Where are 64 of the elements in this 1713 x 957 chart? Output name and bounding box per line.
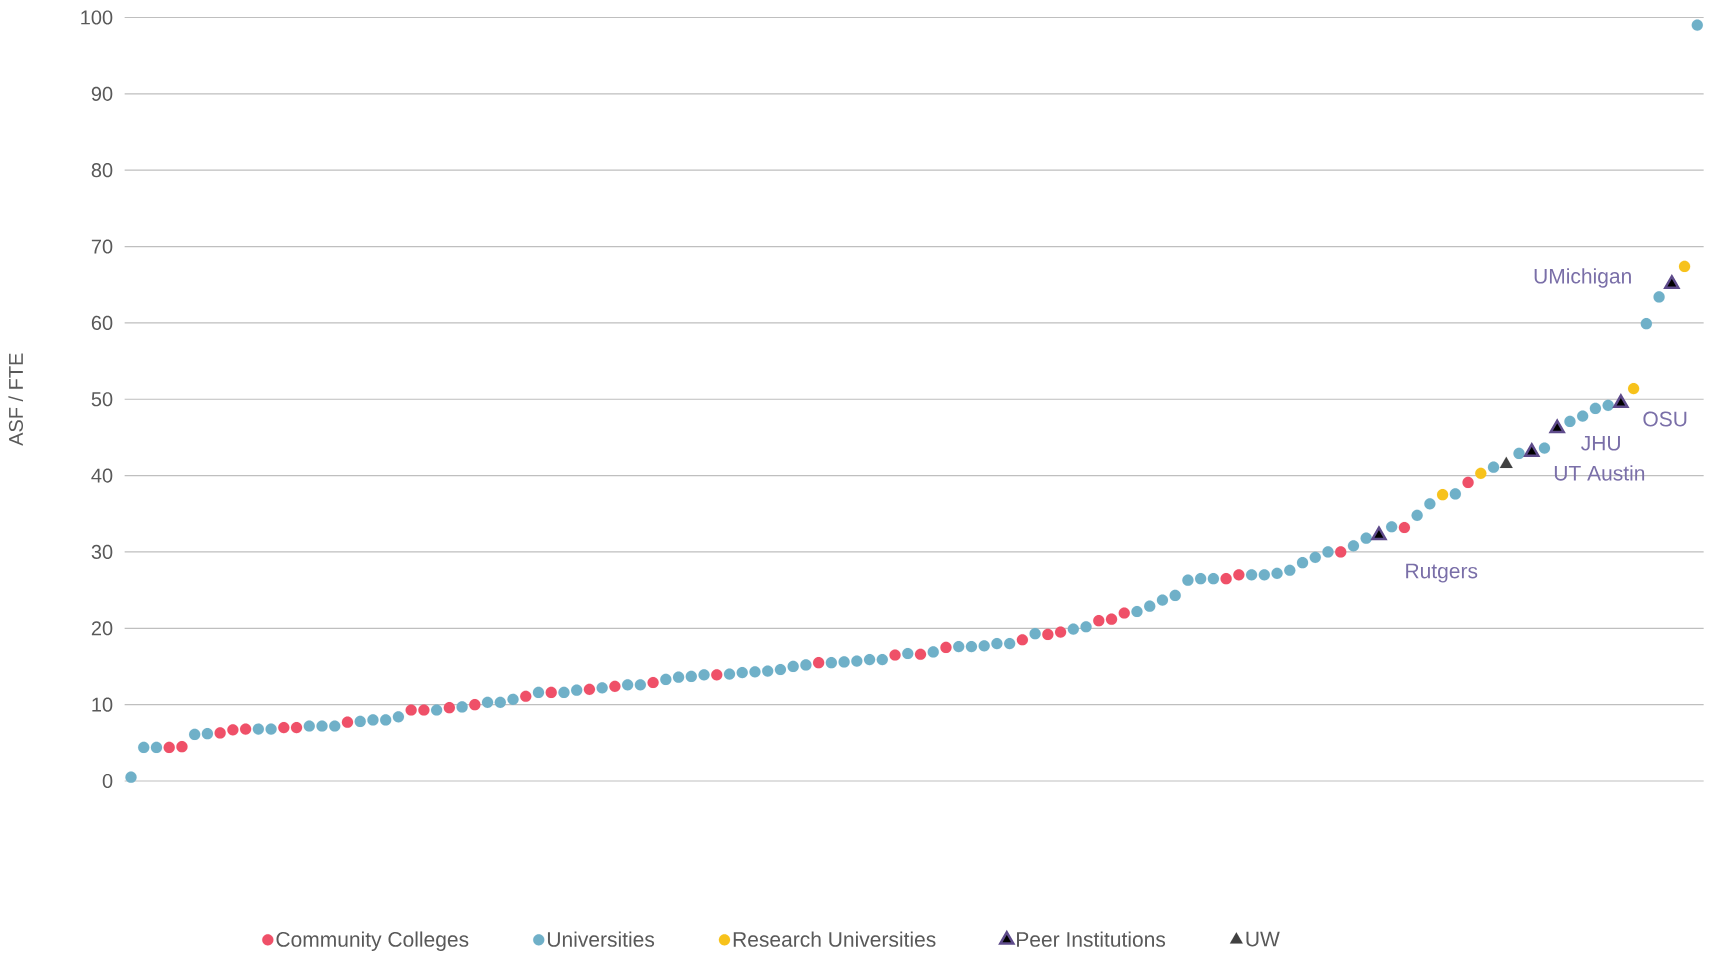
point (1499, 456, 1513, 468)
point (405, 704, 417, 716)
y-tick-label: 20 (91, 621, 113, 636)
legend-label: UW (1246, 931, 1280, 947)
annotation: JHU (1581, 435, 1620, 451)
y-tick-label: 30 (91, 544, 113, 560)
point (609, 680, 621, 692)
point (1613, 394, 1629, 409)
point (418, 704, 430, 716)
point (1627, 382, 1640, 395)
y-tick-label: 60 (91, 315, 113, 330)
annotation: UT Austin (1554, 465, 1645, 481)
y-tick-label: 0 (102, 773, 113, 789)
point (545, 686, 557, 699)
point (647, 676, 659, 689)
point (1118, 607, 1130, 619)
y-tick-label: 10 (92, 697, 113, 712)
point (889, 649, 901, 661)
legend-label: Community Colleges (276, 931, 469, 952)
point (1016, 634, 1029, 646)
y-axis-title: ASF / FTE (8, 353, 24, 446)
point (1475, 467, 1487, 479)
y-tick-label: 100 (81, 10, 113, 25)
point (1233, 569, 1245, 581)
point (1054, 626, 1067, 638)
point (1398, 521, 1411, 534)
point (1678, 260, 1691, 273)
point (1042, 628, 1054, 641)
point (1335, 546, 1347, 558)
point (520, 690, 532, 702)
point (278, 721, 290, 734)
point (1220, 573, 1232, 585)
point (583, 683, 596, 696)
point (1524, 443, 1540, 457)
point (443, 702, 456, 714)
legend-label: Research Universities (733, 931, 936, 947)
point (176, 740, 188, 753)
annotation: OSU (1643, 411, 1687, 427)
point (1462, 476, 1474, 489)
point (1549, 419, 1565, 434)
point (1093, 614, 1105, 627)
point (1371, 526, 1387, 541)
annotation: Rutgers (1406, 563, 1478, 583)
y-tick-label: 90 (91, 86, 113, 101)
y-tick-label: 80 (91, 163, 113, 178)
point (469, 698, 481, 711)
y-tick-label: 50 (91, 392, 113, 407)
annotation: UMichigan (1534, 268, 1631, 288)
y-tick-label: 40 (91, 468, 113, 483)
y-tick-label: 70 (91, 239, 113, 254)
legend-label: Peer Institutions (1017, 931, 1166, 947)
legend-label: Universities (547, 931, 655, 947)
point (1105, 613, 1118, 625)
point (812, 656, 825, 669)
point (163, 741, 175, 754)
point (214, 727, 226, 739)
point (290, 721, 303, 734)
point (940, 641, 952, 654)
point (239, 723, 252, 735)
point (227, 724, 239, 736)
point (1436, 489, 1449, 501)
point (914, 648, 927, 660)
point (711, 669, 723, 681)
point (341, 716, 354, 728)
